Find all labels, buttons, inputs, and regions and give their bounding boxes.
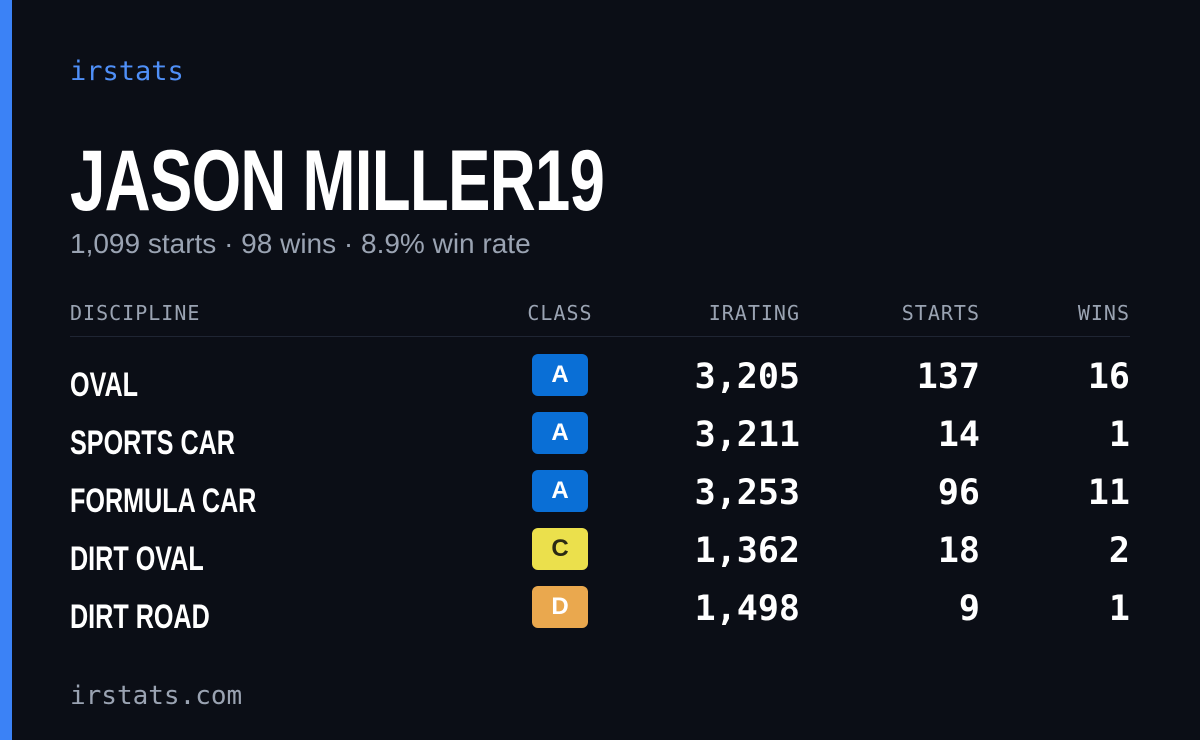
accent-bar [0, 0, 12, 740]
wins: 1 [1108, 589, 1130, 629]
column-header: WINS [1077, 301, 1130, 325]
discipline: FORMULA CAR [70, 482, 257, 520]
irating: 3,211 [694, 415, 800, 455]
class-badge: D [532, 586, 588, 628]
discipline: SPORTS CAR [70, 424, 235, 462]
starts: 14 [937, 415, 980, 455]
irating: 3,205 [694, 357, 800, 397]
brand: irstats [70, 56, 184, 87]
class-badge: A [532, 470, 588, 512]
column-header: DISCIPLINE [70, 301, 201, 325]
starts: 9 [958, 589, 980, 629]
driver-summary: 1,099 starts · 98 wins · 8.9% win rate [70, 228, 531, 259]
column-header: STARTS [901, 301, 980, 325]
irating: 1,362 [694, 531, 800, 571]
wins: 1 [1108, 415, 1130, 455]
discipline: DIRT ROAD [70, 598, 210, 636]
class-badge: A [532, 412, 588, 454]
starts: 96 [937, 473, 980, 513]
wins: 2 [1108, 531, 1130, 571]
footer: irstats.com [70, 681, 243, 711]
wins: 16 [1087, 357, 1130, 397]
column-header: IRATING [708, 301, 800, 325]
starts: 18 [937, 531, 980, 571]
irating: 1,498 [694, 589, 800, 629]
irating: 3,253 [694, 473, 800, 513]
driver-name: JASON MILLER19 [70, 133, 605, 229]
column-header: CLASS [527, 301, 593, 325]
class-badge: C [532, 528, 588, 570]
starts: 137 [916, 357, 980, 397]
discipline: DIRT OVAL [70, 540, 204, 578]
wins: 11 [1087, 473, 1130, 513]
class-badge: A [532, 354, 588, 396]
header-rule [70, 336, 1130, 337]
discipline: OVAL [70, 366, 139, 404]
